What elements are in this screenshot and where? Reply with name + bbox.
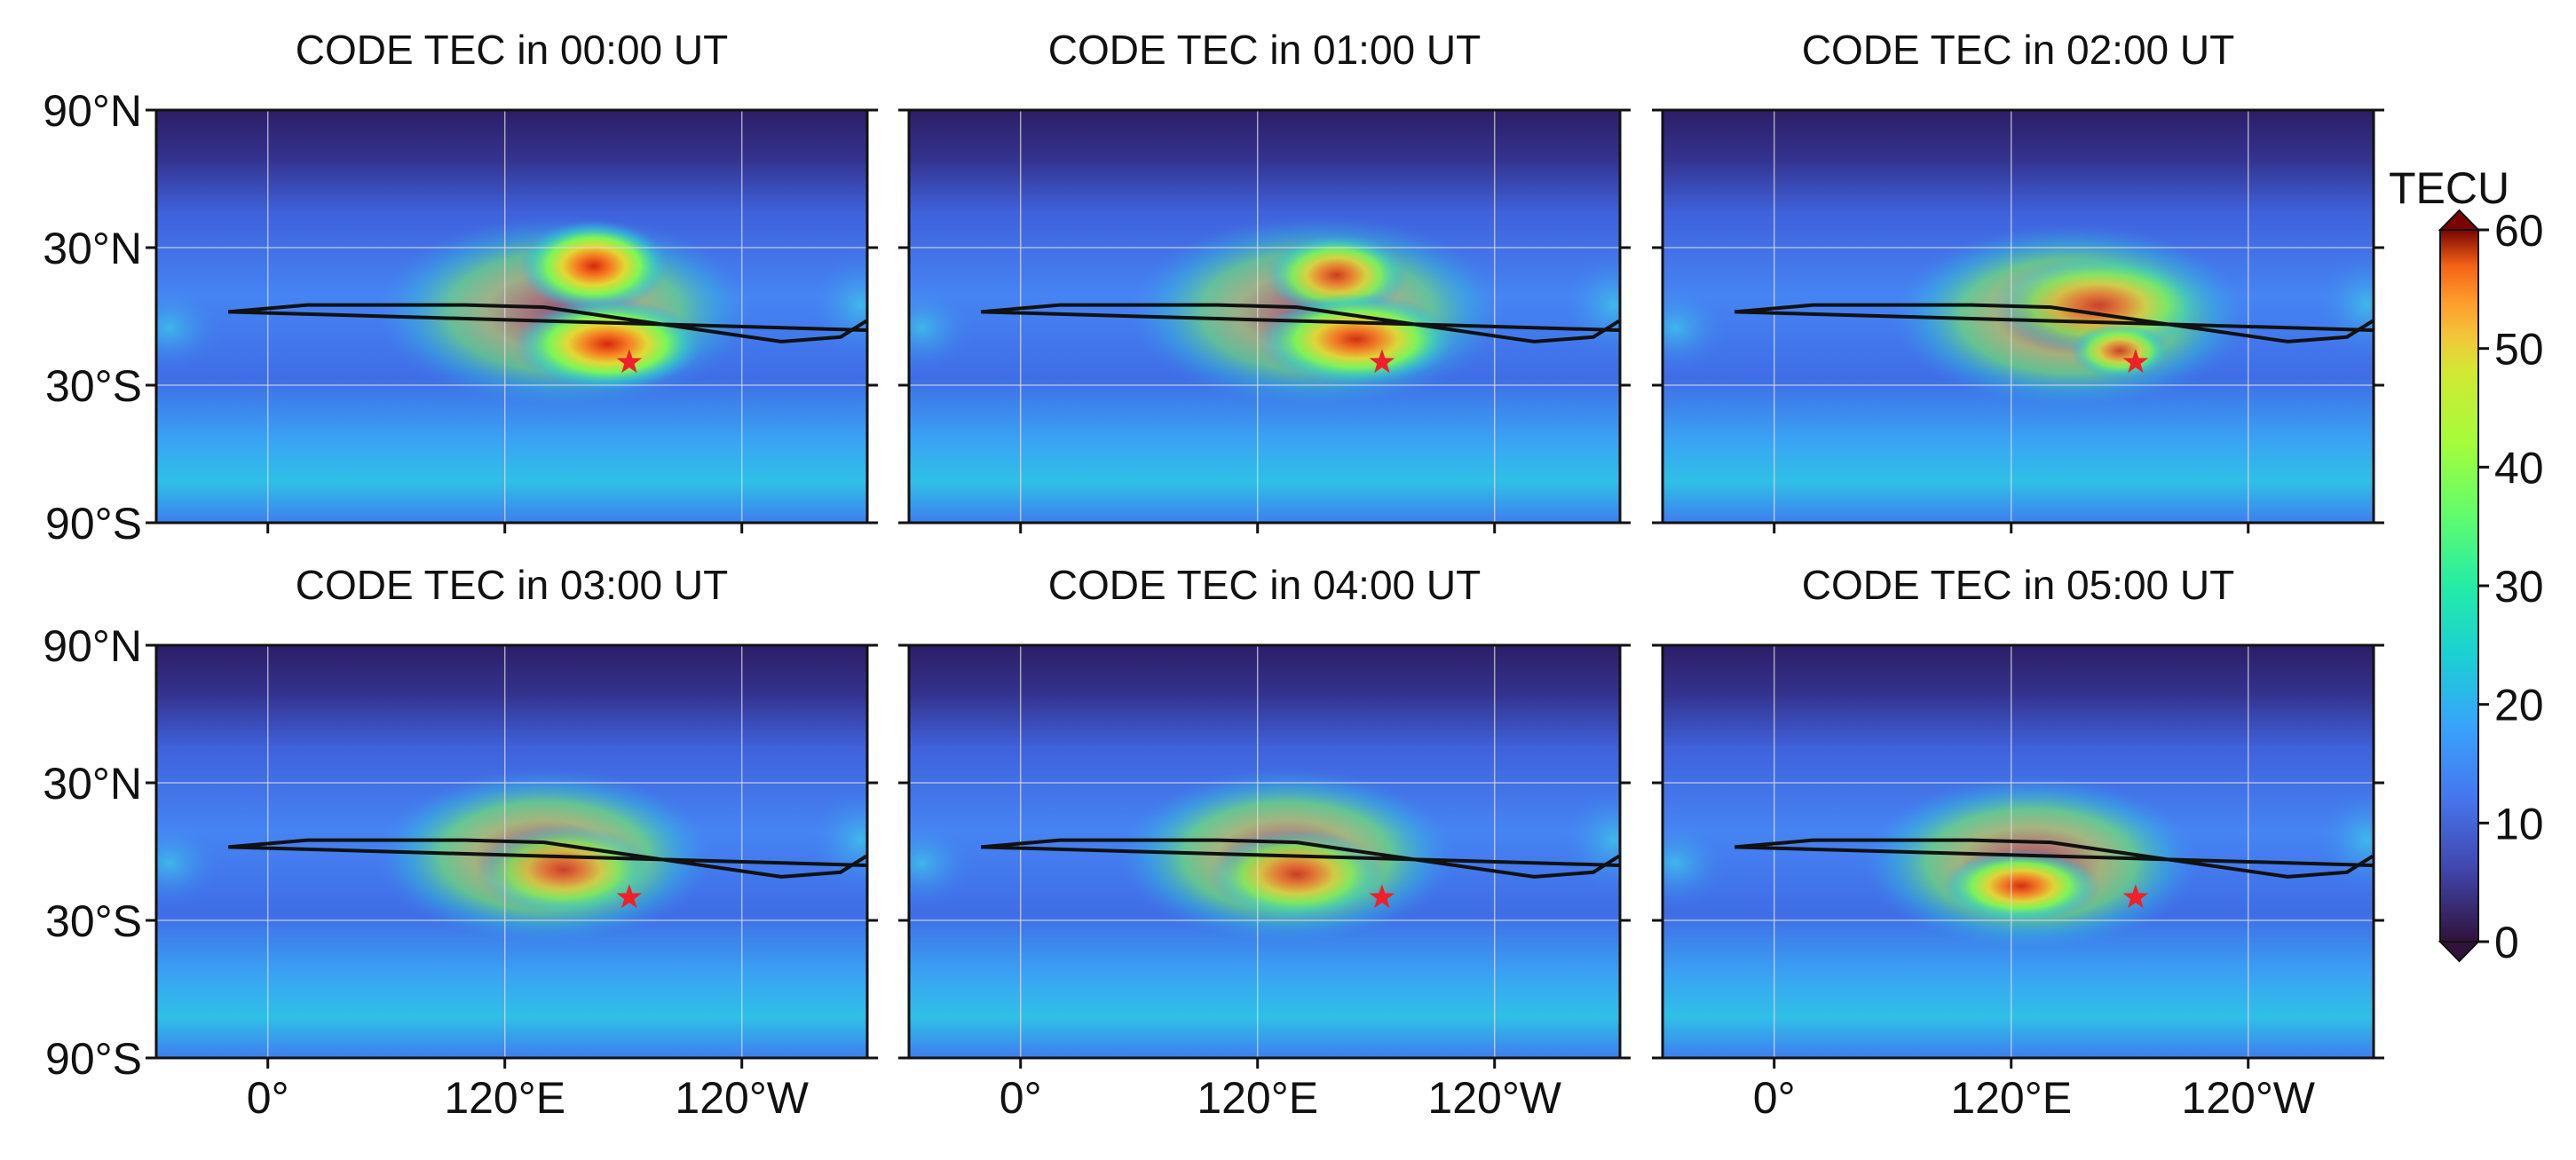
- lat-tick-label: 30°N: [43, 224, 142, 273]
- map-content: [1663, 645, 2374, 1058]
- colorbar-tick-label: 20: [2494, 681, 2544, 730]
- epicenter-star: [1369, 884, 1395, 909]
- dip-equator: [981, 303, 1620, 343]
- colorbar-tick-label: 0: [2494, 918, 2519, 967]
- tec-soft: [1663, 818, 1729, 908]
- colorbar-tick-label: 60: [2494, 206, 2544, 256]
- lat-tick-label: 90°S: [45, 499, 142, 548]
- colorbar-tick-label: 40: [2494, 443, 2544, 493]
- tec-blob: [1257, 293, 1456, 386]
- tec-soft: [807, 251, 867, 359]
- panel-title: CODE TEC in 04:00 UT: [1048, 562, 1481, 608]
- tec-blob: [475, 824, 653, 916]
- tec-blob: [512, 297, 703, 391]
- panel-title: CODE TEC in 05:00 UT: [1802, 562, 2234, 608]
- tec-soft: [909, 283, 976, 373]
- epicenter-star: [616, 884, 643, 909]
- lon-tick-label: 0°: [1000, 1073, 1042, 1123]
- epicenter-star: [1369, 349, 1395, 374]
- colorbar-label: TECU: [2389, 163, 2509, 213]
- tec-blob: [1941, 848, 2100, 923]
- lon-tick-label: 120°E: [444, 1073, 565, 1123]
- tec-soft: [909, 818, 976, 908]
- tec-blob: [2070, 323, 2169, 379]
- dip-equator: [1734, 303, 2374, 343]
- dip-equator: [981, 838, 1620, 879]
- map-panel: CODE TEC in 04:00 UT 0° 120°E 120°W: [898, 562, 1631, 1123]
- lon-tick-label: 120°W: [2181, 1073, 2315, 1123]
- panel-frame: [154, 643, 869, 1060]
- tec-soft: [1560, 786, 1620, 894]
- lon-tick-label: 120°E: [1950, 1073, 2072, 1123]
- tec-soft: [807, 786, 867, 894]
- dip-equator: [228, 303, 867, 343]
- lon-tick-label: 120°E: [1197, 1073, 1318, 1123]
- colorbar-tick-label: 10: [2494, 799, 2544, 848]
- panel-frame: [907, 108, 1622, 525]
- dip-equator: [228, 838, 867, 879]
- colorbar-tick-label: 30: [2494, 562, 2544, 612]
- map-content: [156, 645, 867, 1058]
- colorbar-tick-label: 50: [2494, 325, 2544, 375]
- map-panel: CODE TEC in 05:00 UT 0° 120°E 120°W: [1652, 562, 2384, 1123]
- tec-blob: [518, 219, 669, 312]
- lat-tick-label: 30°S: [45, 361, 142, 411]
- lat-tick-label: 30°S: [45, 896, 142, 946]
- panel-frame: [1661, 643, 2375, 1060]
- lon-tick-label: 120°W: [1427, 1073, 1561, 1123]
- lat-tick-label: 30°N: [43, 759, 142, 809]
- epicenter-star: [616, 349, 643, 374]
- map-panel: CODE TEC in 01:00 UT: [898, 27, 1631, 533]
- tec-soft: [156, 818, 223, 908]
- lon-tick-label: 120°W: [675, 1073, 809, 1123]
- tec-blob: [1991, 254, 2209, 356]
- lat-tick-label: 90°N: [43, 621, 142, 671]
- map-panel: CODE TEC in 00:00 UT 90°N 30°N 30°S 90°S: [43, 27, 878, 548]
- lat-tick-label: 90°S: [45, 1034, 142, 1084]
- lat-tick-label: 90°N: [43, 86, 142, 136]
- tec-soft: [156, 283, 223, 373]
- panel-frame: [1661, 108, 2375, 525]
- lon-tick-label: 0°: [1753, 1073, 1796, 1123]
- map-panel: CODE TEC in 02:00 UT: [1652, 27, 2384, 533]
- map-content: [156, 110, 867, 523]
- colorbar: [2439, 229, 2479, 943]
- dip-equator: [1734, 838, 2374, 879]
- tec-soft: [2313, 251, 2374, 359]
- colorbar-max: [2438, 209, 2481, 231]
- panel-title: CODE TEC in 02:00 UT: [1802, 27, 2234, 73]
- panel-title: CODE TEC in 00:00 UT: [296, 27, 728, 73]
- lon-tick-label: 0°: [247, 1073, 289, 1123]
- map-content: [909, 110, 1620, 523]
- panel-title: CODE TEC in 01:00 UT: [1048, 27, 1481, 73]
- panel-title: CODE TEC in 03:00 UT: [296, 562, 728, 608]
- map-panel: CODE TEC in 03:00 UT 90°N 30°N 30°S 90°S 0° 12…: [43, 562, 878, 1123]
- tec-blob: [1208, 828, 1387, 920]
- panel-frame: [907, 643, 1622, 1060]
- colorbar-min: [2438, 941, 2481, 963]
- tec-soft: [1560, 251, 1620, 359]
- tec-soft: [2313, 786, 2374, 894]
- map-content: [1663, 110, 2374, 523]
- epicenter-star: [2122, 884, 2149, 909]
- panel-frame: [154, 108, 869, 525]
- epicenter-star: [2122, 349, 2149, 374]
- tec-soft: [1663, 283, 1729, 373]
- map-content: [909, 645, 1620, 1058]
